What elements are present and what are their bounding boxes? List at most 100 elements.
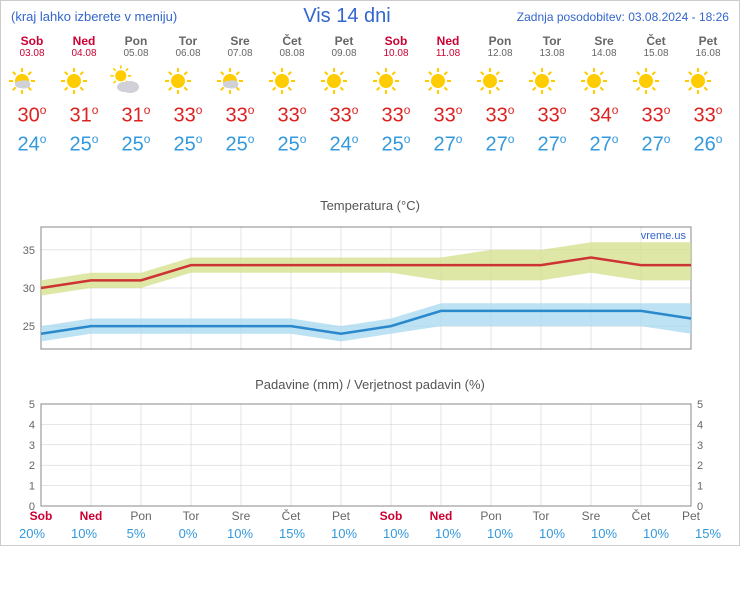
temp-high: 31o bbox=[110, 103, 162, 128]
svg-text:Sob: Sob bbox=[30, 509, 53, 523]
precip-probability: 0% bbox=[162, 526, 214, 541]
svg-text:Tor: Tor bbox=[533, 509, 550, 523]
day-name: Pet bbox=[682, 34, 734, 48]
temp-low: 25o bbox=[370, 132, 422, 157]
day-header: Čet 08.08 bbox=[266, 32, 318, 61]
high-temps-row: 30o31o31o33o33o33o33o33o33o33o33o34o33o3… bbox=[1, 101, 739, 130]
day-date: 08.08 bbox=[266, 48, 318, 59]
day-date: 09.08 bbox=[318, 48, 370, 59]
svg-text:Sre: Sre bbox=[582, 509, 601, 523]
weather-icon bbox=[58, 65, 110, 97]
svg-text:30: 30 bbox=[23, 283, 35, 295]
temp-high: 33o bbox=[266, 103, 318, 128]
temp-low: 27o bbox=[422, 132, 474, 157]
page-title: Vis 14 dni bbox=[303, 5, 390, 28]
weather-icon bbox=[110, 65, 162, 97]
day-header: Čet 15.08 bbox=[630, 32, 682, 61]
temp-high: 33o bbox=[162, 103, 214, 128]
day-header: Pet 09.08 bbox=[318, 32, 370, 61]
precip-probability: 15% bbox=[266, 526, 318, 541]
temp-high: 33o bbox=[214, 103, 266, 128]
precip-probability: 10% bbox=[422, 526, 474, 541]
low-temps-row: 24o25o25o25o25o25o24o25o27o27o27o27o27o2… bbox=[1, 130, 739, 159]
temp-low: 25o bbox=[214, 132, 266, 157]
day-header: Ned 11.08 bbox=[422, 32, 474, 61]
day-name: Sob bbox=[370, 34, 422, 48]
precip-probability: 10% bbox=[370, 526, 422, 541]
day-header: Pon 12.08 bbox=[474, 32, 526, 61]
location-note[interactable]: (kraj lahko izberete v meniju) bbox=[11, 9, 177, 24]
weather-icon bbox=[682, 65, 734, 97]
day-name: Pon bbox=[474, 34, 526, 48]
svg-text:5: 5 bbox=[697, 399, 703, 411]
weather-icon bbox=[526, 65, 578, 97]
day-date: 04.08 bbox=[58, 48, 110, 59]
day-name: Ned bbox=[422, 34, 474, 48]
precip-probability: 10% bbox=[318, 526, 370, 541]
svg-text:1: 1 bbox=[29, 481, 35, 493]
temp-high: 34o bbox=[578, 103, 630, 128]
temp-high: 33o bbox=[526, 103, 578, 128]
weather-icon bbox=[578, 65, 630, 97]
temp-high: 33o bbox=[630, 103, 682, 128]
temp-low: 25o bbox=[266, 132, 318, 157]
svg-text:Pet: Pet bbox=[332, 509, 351, 523]
svg-text:5: 5 bbox=[29, 399, 35, 411]
temp-high: 33o bbox=[422, 103, 474, 128]
day-name: Pon bbox=[110, 34, 162, 48]
day-date: 13.08 bbox=[526, 48, 578, 59]
temp-low: 27o bbox=[630, 132, 682, 157]
day-header: Sre 07.08 bbox=[214, 32, 266, 61]
weather-widget: (kraj lahko izberete v meniju) Vis 14 dn… bbox=[0, 0, 740, 546]
precip-probability: 10% bbox=[58, 526, 110, 541]
svg-text:2: 2 bbox=[29, 461, 35, 473]
day-header: Sob 03.08 bbox=[6, 32, 58, 61]
day-header: Tor 13.08 bbox=[526, 32, 578, 61]
weather-icon bbox=[162, 65, 214, 97]
weather-icon bbox=[266, 65, 318, 97]
day-name: Čet bbox=[630, 34, 682, 48]
last-update: Zadnja posodobitev: 03.08.2024 - 18:26 bbox=[517, 10, 729, 24]
temp-low: 24o bbox=[318, 132, 370, 157]
day-date: 15.08 bbox=[630, 48, 682, 59]
svg-text:Sre: Sre bbox=[232, 509, 251, 523]
precip-probability: 20% bbox=[6, 526, 58, 541]
temp-low: 27o bbox=[474, 132, 526, 157]
svg-text:35: 35 bbox=[23, 245, 35, 257]
temp-chart-title: Temperatura (°C) bbox=[6, 198, 734, 213]
svg-text:Pon: Pon bbox=[130, 509, 151, 523]
weather-icons-row bbox=[1, 61, 739, 101]
temp-high: 30o bbox=[6, 103, 58, 128]
svg-text:2: 2 bbox=[697, 461, 703, 473]
day-date: 16.08 bbox=[682, 48, 734, 59]
svg-text:25: 25 bbox=[23, 321, 35, 333]
svg-text:Ned: Ned bbox=[430, 509, 453, 523]
day-name: Ned bbox=[58, 34, 110, 48]
day-header: Pon 05.08 bbox=[110, 32, 162, 61]
day-name: Sre bbox=[578, 34, 630, 48]
precip-chart-section: Padavine (mm) / Verjetnost padavin (%) 0… bbox=[1, 367, 739, 526]
weather-icon bbox=[214, 65, 266, 97]
weather-icon bbox=[6, 65, 58, 97]
day-name: Tor bbox=[526, 34, 578, 48]
weather-icon bbox=[630, 65, 682, 97]
probability-row: 20%10%5%0%10%15%10%10%10%10%10%10%10%15% bbox=[1, 526, 739, 545]
svg-text:4: 4 bbox=[697, 420, 703, 432]
svg-text:Tor: Tor bbox=[183, 509, 200, 523]
header: (kraj lahko izberete v meniju) Vis 14 dn… bbox=[1, 1, 739, 32]
temp-low: 27o bbox=[526, 132, 578, 157]
day-date: 11.08 bbox=[422, 48, 474, 59]
weather-icon bbox=[422, 65, 474, 97]
days-header-row: Sob 03.08 Ned 04.08 Pon 05.08 Tor 06.08 … bbox=[1, 32, 739, 61]
day-name: Sob bbox=[6, 34, 58, 48]
weather-icon bbox=[318, 65, 370, 97]
precip-probability: 10% bbox=[630, 526, 682, 541]
temp-low: 26o bbox=[682, 132, 734, 157]
day-name: Sre bbox=[214, 34, 266, 48]
precip-probability: 10% bbox=[578, 526, 630, 541]
precip-chart-title: Padavine (mm) / Verjetnost padavin (%) bbox=[6, 377, 734, 392]
day-header: Sob 10.08 bbox=[370, 32, 422, 61]
temp-high: 31o bbox=[58, 103, 110, 128]
temperature-chart: 253035vreme.us bbox=[6, 217, 726, 367]
day-date: 07.08 bbox=[214, 48, 266, 59]
